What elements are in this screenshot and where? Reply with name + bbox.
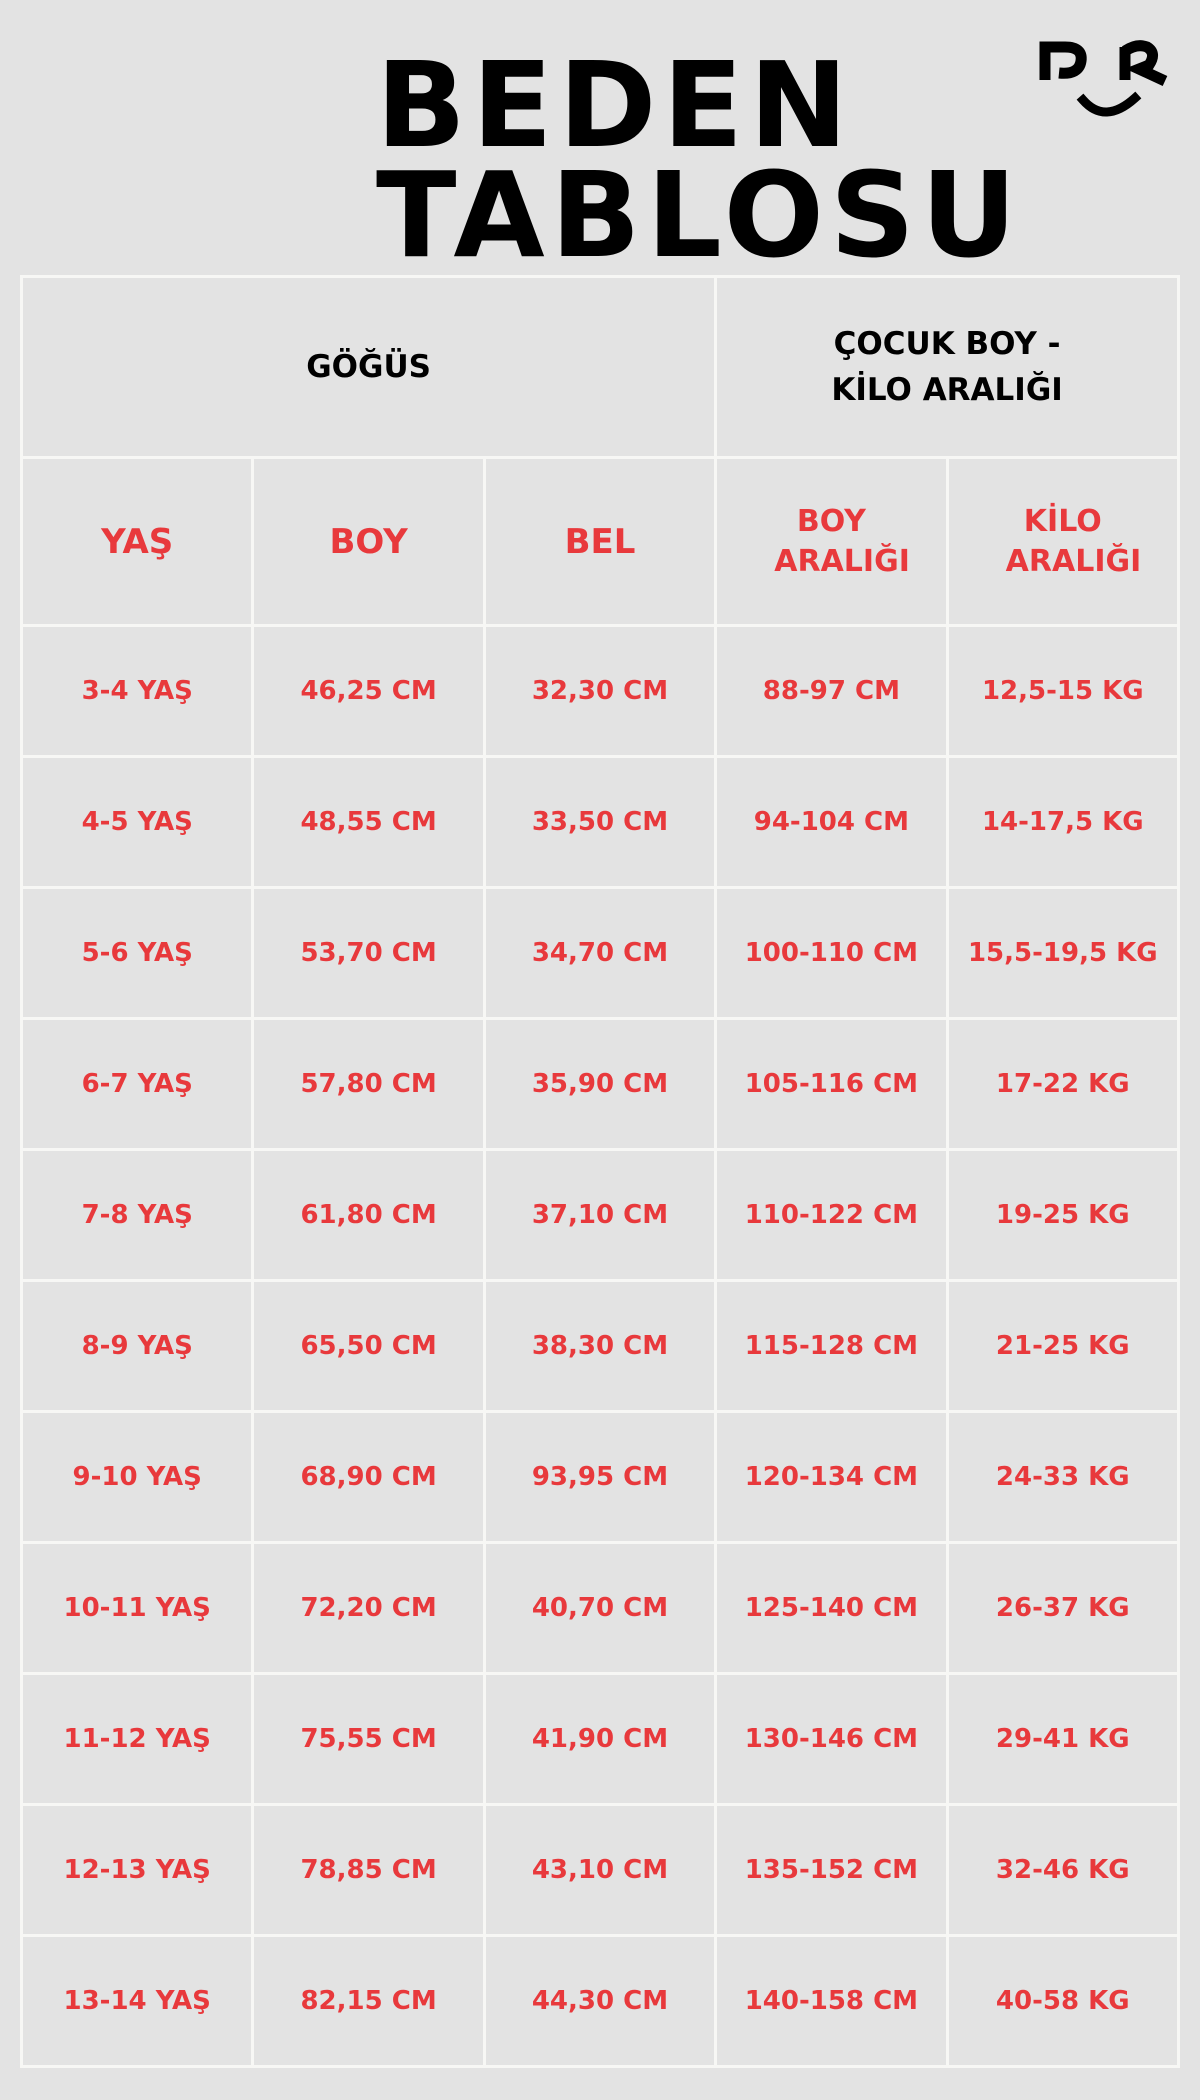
table-row: 9-10 YAŞ 68,90 CM 93,95 CM 120-134 CM 24-33 … xyxy=(19,1410,1181,1544)
cell-boy-araligi: 100-110 CM xyxy=(714,886,949,1020)
title-line-1: BEDEN xyxy=(376,36,854,174)
cell-boy-araligi: 115-128 CM xyxy=(714,1279,949,1413)
cell-yas: 6-7 YAŞ xyxy=(19,1017,255,1151)
cell-kilo-araligi: 17-22 KG xyxy=(945,1017,1181,1151)
cell-boy: 57,80 CM xyxy=(251,1017,486,1151)
column-header-boy-araligi: BOY ARALIĞI xyxy=(714,456,949,627)
cell-kilo-araligi: 19-25 KG xyxy=(945,1148,1181,1282)
column-header-boy: BOY xyxy=(251,456,486,627)
cell-yas: 7-8 YAŞ xyxy=(19,1148,255,1282)
group-header-boy-kilo: ÇOCUK BOY - KİLO ARALIĞI xyxy=(714,275,1180,459)
cell-kilo-araligi: 40-58 KG xyxy=(945,1934,1181,2068)
column-header-boy-araligi-text: BOY ARALIĞI xyxy=(774,503,910,579)
table-row: 11-12 YAŞ 75,55 CM 41,90 CM 130-146 CM 29-41… xyxy=(19,1672,1181,1806)
table-row: 10-11 YAŞ 72,20 CM 40,70 CM 125-140 CM 26-37… xyxy=(19,1541,1181,1675)
cell-boy: 46,25 CM xyxy=(251,624,486,758)
cell-kilo-araligi: 15,5-19,5 KG xyxy=(945,886,1181,1020)
table-row: 12-13 YAŞ 78,85 CM 43,10 CM 135-152 CM 32-46… xyxy=(19,1803,1181,1937)
cell-boy: 72,20 CM xyxy=(251,1541,486,1675)
cell-boy-araligi: 125-140 CM xyxy=(714,1541,949,1675)
cell-bel: 33,50 CM xyxy=(482,755,718,889)
cell-bel: 41,90 CM xyxy=(482,1672,718,1806)
cell-bel: 43,10 CM xyxy=(482,1803,718,1937)
cell-kilo-araligi: 21-25 KG xyxy=(945,1279,1181,1413)
cell-bel: 40,70 CM xyxy=(482,1541,718,1675)
cell-boy: 82,15 CM xyxy=(251,1934,486,2068)
cell-boy-araligi: 135-152 CM xyxy=(714,1803,949,1937)
cell-kilo-araligi: 26-37 KG xyxy=(945,1541,1181,1675)
cell-kilo-araligi: 14-17,5 KG xyxy=(945,755,1181,889)
size-chart-table: GÖĞÜS ÇOCUK BOY - KİLO ARALIĞI YAŞ BOY B… xyxy=(19,275,1181,2068)
table-row: 5-6 YAŞ 53,70 CM 34,70 CM 100-110 CM 15,5-19… xyxy=(19,886,1181,1020)
group-header-boy-kilo-text: ÇOCUK BOY - KİLO ARALIĞI xyxy=(831,326,1063,408)
cell-yas: 12-13 YAŞ xyxy=(19,1803,255,1937)
cell-boy-araligi: 140-158 CM xyxy=(714,1934,949,2068)
column-header-kilo-araligi-text: KİLO ARALIĞI xyxy=(1005,503,1142,579)
cell-kilo-araligi: 29-41 KG xyxy=(945,1672,1181,1806)
cell-bel: 35,90 CM xyxy=(482,1017,718,1151)
column-header-yas: YAŞ xyxy=(19,456,255,627)
cell-kilo-araligi: 12,5-15 KG xyxy=(945,624,1181,758)
cell-yas: 10-11 YAŞ xyxy=(19,1541,255,1675)
column-header-bel: BEL xyxy=(482,456,718,627)
column-header-row: YAŞ BOY BEL BOY ARALIĞI KİLO ARALIĞI xyxy=(19,456,1181,627)
table-row: 4-5 YAŞ 48,55 CM 33,50 CM 94-104 CM 14-17,5 … xyxy=(19,755,1181,889)
table-row: 3-4 YAŞ 46,25 CM 32,30 CM 88-97 CM 12,5-15 K… xyxy=(19,624,1181,758)
cell-bel: 44,30 CM xyxy=(482,1934,718,2068)
cell-boy: 68,90 CM xyxy=(251,1410,486,1544)
cell-boy-araligi: 130-146 CM xyxy=(714,1672,949,1806)
group-header-row: GÖĞÜS ÇOCUK BOY - KİLO ARALIĞI xyxy=(19,275,1180,459)
cell-boy-araligi: 110-122 CM xyxy=(714,1148,949,1282)
cell-bel: 34,70 CM xyxy=(482,886,718,1020)
cell-bel: 38,30 CM xyxy=(482,1279,718,1413)
cell-boy-araligi: 120-134 CM xyxy=(714,1410,949,1544)
column-header-kilo-araligi: KİLO ARALIĞI xyxy=(945,456,1181,627)
table-row: 6-7 YAŞ 57,80 CM 35,90 CM 105-116 CM 17-22 K… xyxy=(19,1017,1181,1151)
brand-logo-icon xyxy=(1039,40,1168,117)
cell-boy: 53,70 CM xyxy=(251,886,486,1020)
cell-yas: 8-9 YAŞ xyxy=(19,1279,255,1413)
cell-boy-araligi: 94-104 CM xyxy=(714,755,949,889)
cell-boy-araligi: 105-116 CM xyxy=(714,1017,949,1151)
cell-yas: 5-6 YAŞ xyxy=(19,886,255,1020)
cell-yas: 4-5 YAŞ xyxy=(19,755,255,889)
cell-boy: 65,50 CM xyxy=(251,1279,486,1413)
title-line-2: TABLOSU xyxy=(376,146,1023,284)
table-row: 13-14 YAŞ 82,15 CM 44,30 CM 140-158 CM 40-58… xyxy=(19,1934,1181,2068)
cell-yas: 11-12 YAŞ xyxy=(19,1672,255,1806)
cell-bel: 37,10 CM xyxy=(482,1148,718,1282)
cell-boy: 78,85 CM xyxy=(251,1803,486,1937)
table-row: 7-8 YAŞ 61,80 CM 37,10 CM 110-122 CM 19-25 K… xyxy=(19,1148,1181,1282)
cell-boy: 48,55 CM xyxy=(251,755,486,889)
cell-boy: 61,80 CM xyxy=(251,1148,486,1282)
cell-kilo-araligi: 24-33 KG xyxy=(945,1410,1181,1544)
table-row: 8-9 YAŞ 65,50 CM 38,30 CM 115-128 CM 21-25 K… xyxy=(19,1279,1181,1413)
cell-bel: 93,95 CM xyxy=(482,1410,718,1544)
cell-kilo-araligi: 32-46 KG xyxy=(945,1803,1181,1937)
cell-boy-araligi: 88-97 CM xyxy=(714,624,949,758)
cell-yas: 13-14 YAŞ xyxy=(19,1934,255,2068)
group-header-gogus: GÖĞÜS xyxy=(19,275,718,459)
cell-bel: 32,30 CM xyxy=(482,624,718,758)
cell-boy: 75,55 CM xyxy=(251,1672,486,1806)
cell-yas: 3-4 YAŞ xyxy=(19,624,255,758)
cell-yas: 9-10 YAŞ xyxy=(19,1410,255,1544)
